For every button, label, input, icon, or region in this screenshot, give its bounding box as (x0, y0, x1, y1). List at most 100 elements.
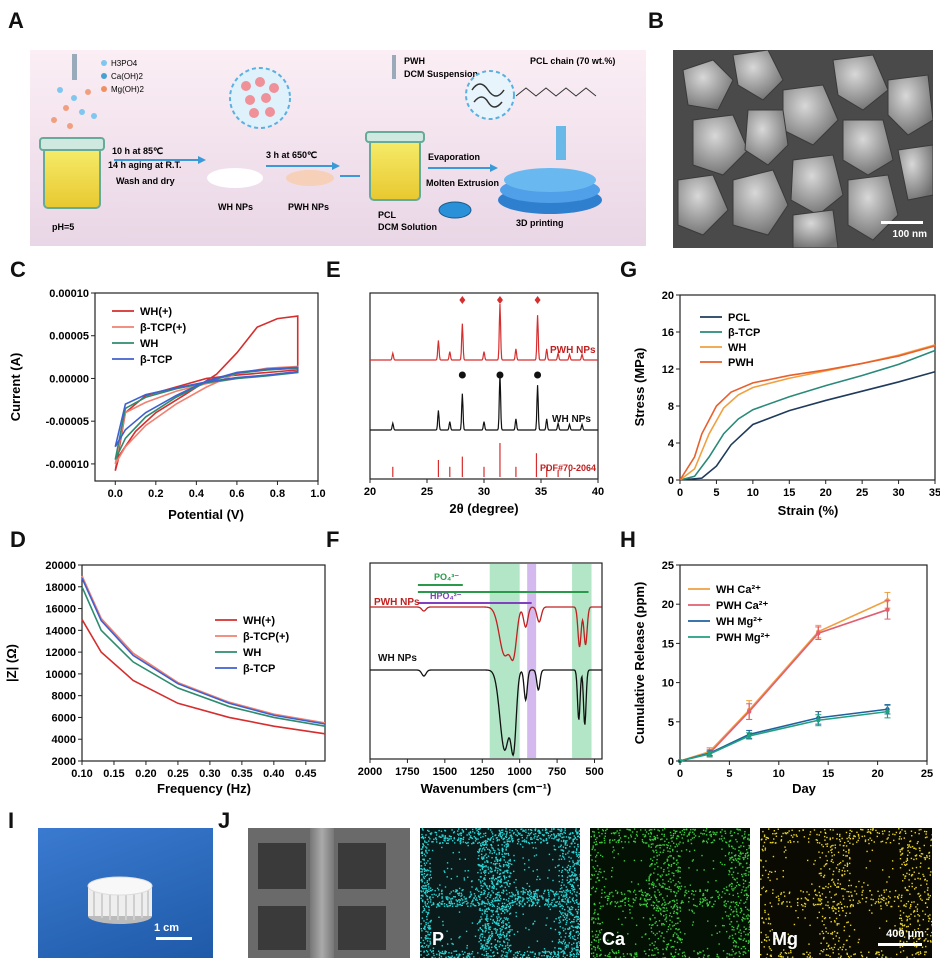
eds-dot (486, 914, 488, 916)
eds-dot (599, 931, 601, 934)
eds-dot (687, 890, 690, 893)
eds-dot (686, 835, 689, 837)
eds-dot (497, 876, 499, 879)
eds-dot (742, 879, 745, 881)
step1-line1: 10 h at 85℃ (112, 146, 163, 156)
eds-dot (607, 939, 609, 942)
eds-dot (481, 856, 483, 858)
eds-dot (656, 858, 658, 861)
eds-dot (924, 953, 926, 956)
eds-dot (450, 898, 452, 900)
eds-dot (725, 903, 727, 905)
eds-dot (653, 851, 655, 853)
eds-dot (809, 955, 812, 957)
eds-dot (504, 955, 506, 957)
eds-dot (699, 901, 702, 904)
eds-dot (665, 920, 668, 923)
eds-dot (441, 897, 443, 899)
eds-dot (846, 906, 849, 908)
x-tick-label: 35 (929, 487, 940, 499)
eds-dot (567, 944, 569, 946)
eds-dot (460, 834, 462, 837)
eds-dot (525, 927, 527, 929)
eds-dot (420, 836, 423, 839)
eds-dot (505, 955, 507, 958)
eds-dot (498, 937, 501, 939)
eds-dot (473, 956, 475, 958)
eds-dot (867, 839, 870, 841)
eds-dot (470, 905, 472, 907)
data-point (816, 718, 821, 723)
eds-dot (669, 851, 671, 853)
eds-dot (510, 834, 512, 836)
eds-dot (706, 905, 709, 907)
eds-dot (902, 950, 905, 952)
eds-dot (741, 889, 743, 891)
eds-dot (702, 892, 705, 895)
eds-dot (880, 905, 882, 907)
eds-dot (830, 932, 832, 935)
eds-dot (823, 936, 825, 939)
eds-dot (739, 952, 741, 955)
eds-dot (630, 954, 633, 957)
eds-dot (614, 905, 617, 908)
eds-dot (522, 891, 524, 894)
eds-dot (729, 935, 731, 938)
eds-dot (909, 905, 912, 908)
droplets-icon (51, 87, 97, 129)
x-tick-label: 5 (726, 768, 732, 780)
eds-dot (595, 918, 597, 920)
eds-dot (559, 932, 561, 934)
eds-dot (498, 916, 500, 918)
eds-dot (501, 831, 504, 834)
eds-dot (444, 950, 446, 952)
eds-dot (495, 883, 498, 886)
eds-dot (788, 830, 790, 832)
eds-dot (428, 888, 430, 890)
chart-h-plot (677, 591, 891, 764)
eds-dot (768, 918, 770, 920)
eds-dot (459, 837, 462, 840)
eds-dot (499, 900, 501, 902)
eds-dot (566, 888, 569, 891)
eds-dot (576, 912, 579, 915)
eds-dot (485, 842, 487, 844)
eds-mg-label: Mg (772, 929, 798, 949)
chart-d-xticks: 0.10 0.15 0.20 0.25 0.30 0.35 0.40 0.45 (71, 761, 317, 780)
eds-dot (658, 854, 660, 856)
eds-dot (718, 943, 720, 945)
x-tick-label: 1750 (395, 766, 419, 778)
eds-dot (497, 867, 499, 870)
y-tick-label: 0.00010 (49, 288, 89, 300)
eds-dot (654, 895, 656, 898)
eds-dot (458, 955, 460, 957)
eds-dot (860, 828, 862, 831)
eds-dot (576, 945, 578, 947)
eds-dot (485, 908, 488, 911)
eds-dot (732, 889, 734, 892)
eds-dot (661, 838, 663, 840)
eds-dot (673, 912, 675, 914)
eds-dot (421, 871, 423, 873)
eds-dot (820, 902, 823, 905)
eds-dot (728, 869, 730, 872)
eds-dot (573, 947, 575, 950)
eds-dot (838, 937, 841, 939)
eds-dot (546, 904, 549, 906)
eds-dot (522, 840, 525, 842)
eds-dot (618, 839, 620, 842)
eds-dot (513, 954, 515, 956)
eds-dot (847, 840, 849, 842)
eds-dot (861, 894, 863, 896)
eds-dot (569, 875, 572, 877)
eds-dot (484, 835, 487, 837)
eds-dot (427, 946, 429, 948)
eds-dot (739, 829, 742, 831)
eds-dot (491, 905, 494, 907)
eds-dot (930, 839, 932, 841)
eds-dot (782, 901, 785, 903)
eds-dot (493, 886, 495, 889)
eds-dot (477, 830, 480, 833)
eds-dot (507, 866, 510, 869)
eds-dot (679, 831, 681, 833)
